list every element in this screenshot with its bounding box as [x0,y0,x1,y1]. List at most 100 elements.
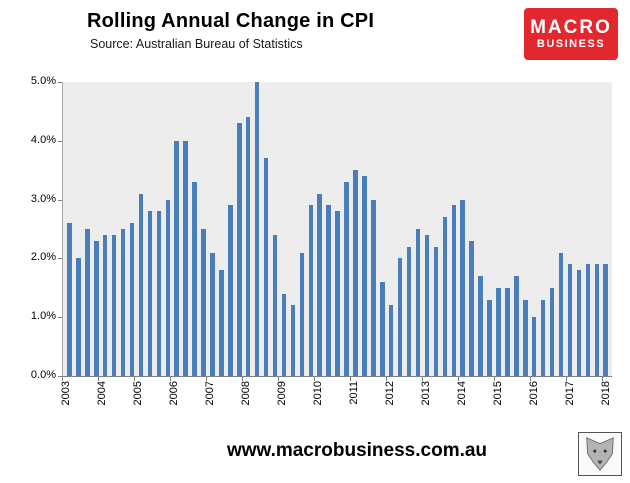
bar [380,281,385,376]
bar-slot [297,82,306,376]
y-axis-tick [58,141,62,142]
bar [147,211,153,376]
bar-slot [440,82,449,376]
bar [263,158,269,376]
bar-slot [208,82,217,376]
bar-slot [217,82,226,376]
x-axis-label: 2015 [491,381,504,406]
bars [63,82,612,376]
x-axis-tick [278,377,279,381]
y-axis-label: 4.0% [30,133,56,146]
bar [353,170,358,376]
bar [281,293,287,376]
bar-slot [199,82,208,376]
x-axis-label: 2003 [59,381,72,406]
bar [388,305,394,376]
bar [165,199,171,376]
bar [487,299,492,376]
bar [85,229,90,376]
bar [272,234,278,376]
bar-slot [548,82,557,376]
bar [129,223,135,376]
bar-slot [530,82,539,376]
x-axis-label: 2012 [383,381,396,406]
bar-slot [423,82,432,376]
bar-slot [226,82,235,376]
bar-slot [467,82,476,376]
chart-source: Source: Australian Bureau of Statistics [90,37,303,51]
bar-slot [92,82,101,376]
bar-slot [128,82,137,376]
bar-slot [235,82,244,376]
logo-text-macro: MACRO [530,17,612,38]
bar [326,205,331,376]
bar-slot [137,82,146,376]
bar-slot [458,82,467,376]
x-axis-tick [206,377,207,381]
chart-title: Rolling Annual Change in CPI [87,10,375,32]
bar-slot [280,82,289,376]
x-axis-tick [566,377,567,381]
bar-slot [503,82,512,376]
bar-slot [431,82,440,376]
bar-slot [262,82,271,376]
x-axis-label: 2013 [419,381,432,406]
bar [94,240,99,376]
bar [451,205,457,376]
bar [406,246,412,376]
bar-slot [512,82,521,376]
bar [531,317,537,376]
bar [111,234,117,376]
bar-slot [485,82,494,376]
footer-url: www.macrobusiness.com.au [226,440,488,461]
bar [254,82,260,376]
bar [120,229,126,376]
y-axis-label: 2.0% [30,251,56,264]
bar-slot [405,82,414,376]
x-axis-tick [98,377,99,381]
y-axis-label: 1.0% [30,310,56,323]
bar-slot [172,82,181,376]
bar-slot [324,82,333,376]
bar-slot [360,82,369,376]
bar [299,252,305,376]
bar-slot [333,82,342,376]
bar-slot [181,82,190,376]
bar-slot [592,82,601,376]
bar-slot [574,82,583,376]
y-axis-label: 5.0% [30,75,56,87]
y-axis-tick [58,376,62,377]
x-axis-label: 2011 [347,381,360,405]
bar [76,258,81,376]
bar-slot [101,82,110,376]
bar [424,234,430,376]
bar [183,140,188,376]
x-axis-tick [422,377,423,381]
bar [433,246,439,376]
bar [594,264,600,376]
bar-slot [449,82,458,376]
bar-slot [601,82,610,376]
bar [567,264,573,376]
bar [67,223,72,376]
bar-slot [521,82,530,376]
x-axis-label: 2006 [167,381,180,406]
y-axis-label: 0.0% [30,369,56,381]
bar-slot [557,82,566,376]
bar [219,270,224,376]
x-axis-tick [242,377,243,381]
bar [442,217,448,376]
bar [478,276,483,376]
bar-slot [271,82,280,376]
bar [549,287,555,376]
bar [290,305,296,376]
x-axis-label: 2009 [275,381,288,406]
bar [335,211,340,376]
x-axis-label: 2017 [563,381,576,406]
y-axis-tick [58,258,62,259]
bar [210,252,215,376]
bar-slot [396,82,405,376]
bar [237,123,242,376]
bar [523,299,528,376]
